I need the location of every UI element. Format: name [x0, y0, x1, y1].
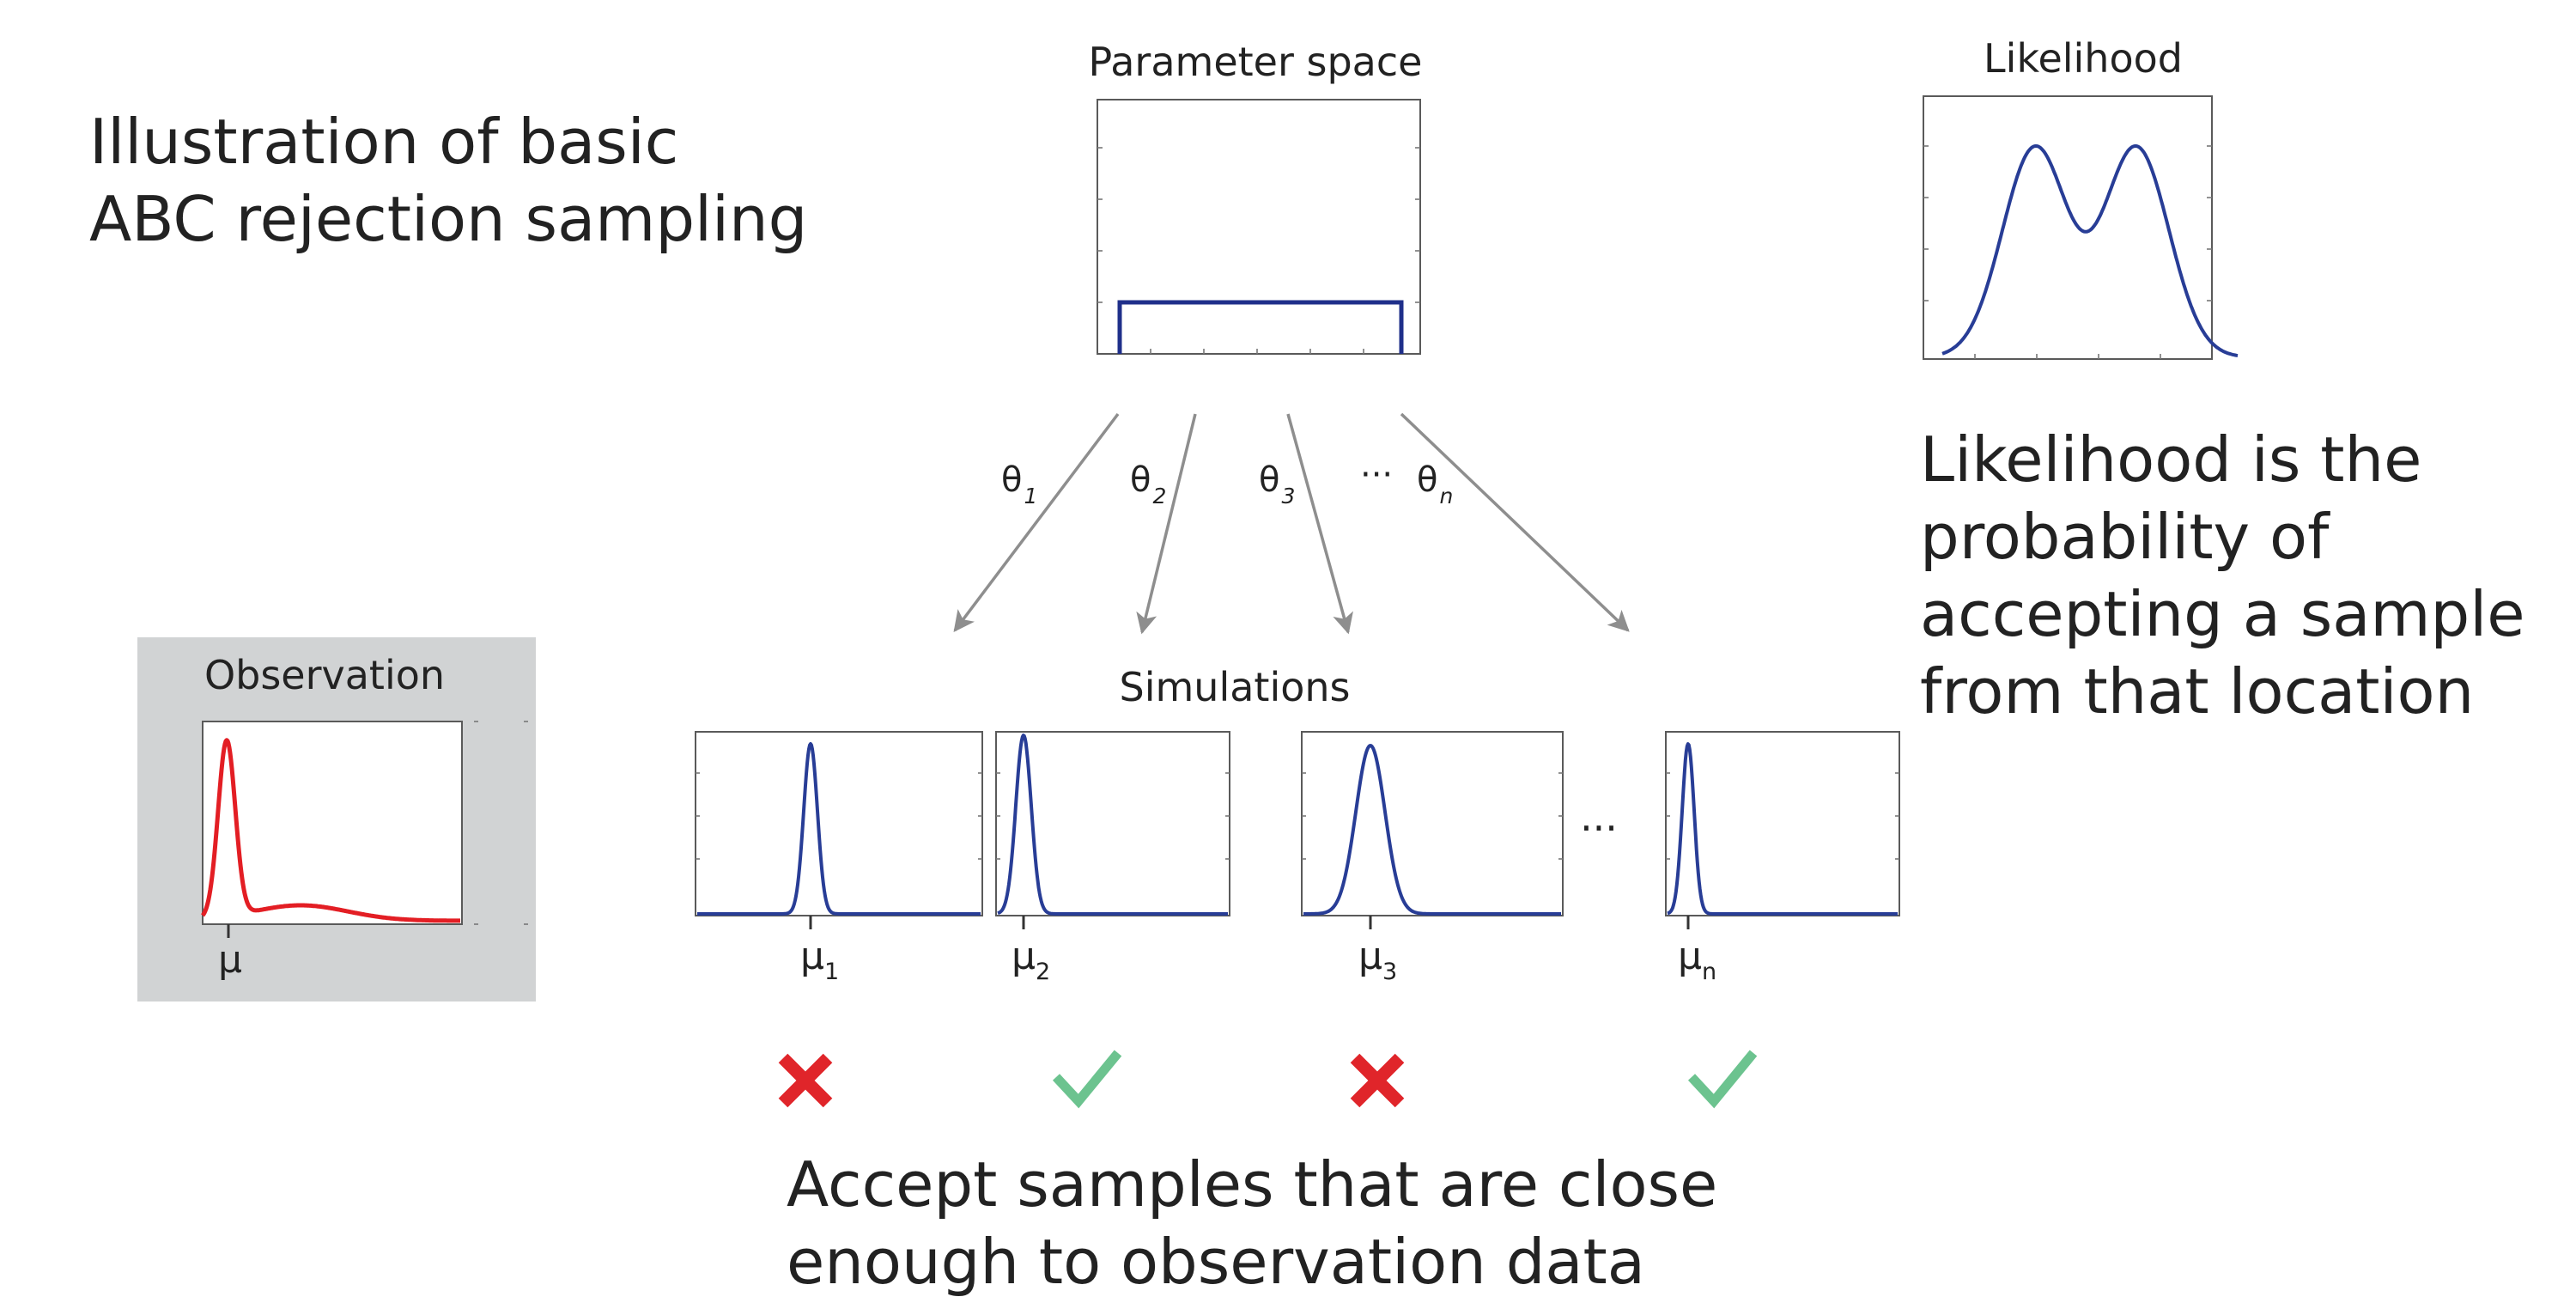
simulation-mu-label-n: μn — [1678, 935, 1716, 985]
likelihood-note-line-4: from that location — [1920, 655, 2474, 728]
check-icon — [1687, 1050, 1758, 1109]
simulation-mu-label-1: μ1 — [800, 935, 839, 985]
likelihood-ticks — [1923, 145, 2212, 359]
simulation-curve-1 — [696, 742, 981, 916]
theta-label-3: θ3 — [1259, 460, 1295, 508]
simulation-ticks-1 — [696, 772, 982, 860]
theta-symbol: θ — [1417, 460, 1437, 500]
simulation-mu-label-3: μ3 — [1358, 935, 1397, 985]
observation-curve — [201, 738, 462, 923]
arrow-theta-2 — [1136, 413, 1197, 635]
theta-subscript: 1 — [1024, 484, 1037, 508]
theta-symbol: θ — [1130, 460, 1151, 500]
mu-subscript: 1 — [824, 959, 839, 985]
theta-subscript: 2 — [1152, 484, 1166, 508]
theta-symbol: θ — [1001, 460, 1022, 500]
check-icon — [1052, 1050, 1122, 1109]
theta-symbol: θ — [1259, 460, 1279, 500]
title-line-2: ABC rejection sampling — [89, 183, 807, 255]
simulations-label: Simulations — [1120, 664, 1351, 710]
simulation-frame-n — [1665, 731, 1900, 916]
likelihood-note-line-3: accepting a sample — [1920, 578, 2525, 650]
simulation-ticks-n — [1666, 772, 1899, 860]
mu-subscript: n — [1702, 959, 1716, 985]
theta-subscript: 3 — [1281, 484, 1295, 508]
likelihood-note-line-1: Likelihood is the — [1920, 423, 2421, 496]
observation-mu-label: μ — [218, 938, 242, 982]
likelihood-label: Likelihood — [1984, 35, 2183, 82]
simulation-curve-n — [1667, 742, 1899, 916]
mu-symbol: μ — [1012, 935, 1036, 978]
parameter-space-ticks — [1097, 147, 1420, 354]
arrow-theta-3 — [1286, 413, 1353, 635]
parameter-space-label: Parameter space — [1089, 39, 1423, 85]
simulation-frame-3 — [1301, 731, 1564, 916]
cross-icon — [1350, 1053, 1405, 1108]
parameter-space-frame — [1097, 99, 1421, 355]
mu-symbol: μ — [1358, 935, 1382, 978]
simulation-frame-2 — [995, 731, 1230, 916]
conclusion-line-1: Accept samples that are close — [787, 1148, 1717, 1221]
simulation-frame-1 — [695, 731, 983, 916]
likelihood-note-line-2: probability of — [1920, 501, 2330, 573]
mu-subscript: 3 — [1382, 959, 1397, 985]
simulation-mu-label-2: μ2 — [1012, 935, 1050, 985]
theta-ellipsis: ··· — [1360, 455, 1393, 495]
observation-frame — [202, 721, 463, 925]
likelihood-curve — [1941, 144, 2239, 357]
theta-label-1: θ1 — [1001, 460, 1037, 508]
cross-icon — [778, 1053, 833, 1108]
theta-subscript: n — [1439, 484, 1453, 508]
arrow-theta-1 — [953, 412, 1120, 632]
mu-symbol: μ — [800, 935, 824, 978]
simulation-ticks-3 — [1302, 772, 1563, 860]
mu-subscript: 2 — [1036, 959, 1050, 985]
simulation-curve-2 — [997, 734, 1229, 916]
likelihood-frame — [1923, 95, 2213, 360]
title-line-1: Illustration of basic — [89, 106, 678, 178]
uniform-prior-curve — [1117, 300, 1404, 354]
mu-symbol: μ — [1678, 935, 1702, 978]
conclusion-line-2: enough to observation data — [787, 1226, 1645, 1298]
theta-label-n: θn — [1417, 460, 1453, 508]
observation-label: Observation — [204, 652, 445, 698]
simulations-ellipsis: ··· — [1580, 805, 1618, 851]
observation-ticks — [474, 721, 528, 925]
simulation-curve-3 — [1303, 744, 1562, 916]
arrow-theta-n — [1400, 412, 1630, 632]
theta-label-2: θ2 — [1130, 460, 1166, 508]
simulation-ticks-2 — [996, 772, 1230, 860]
